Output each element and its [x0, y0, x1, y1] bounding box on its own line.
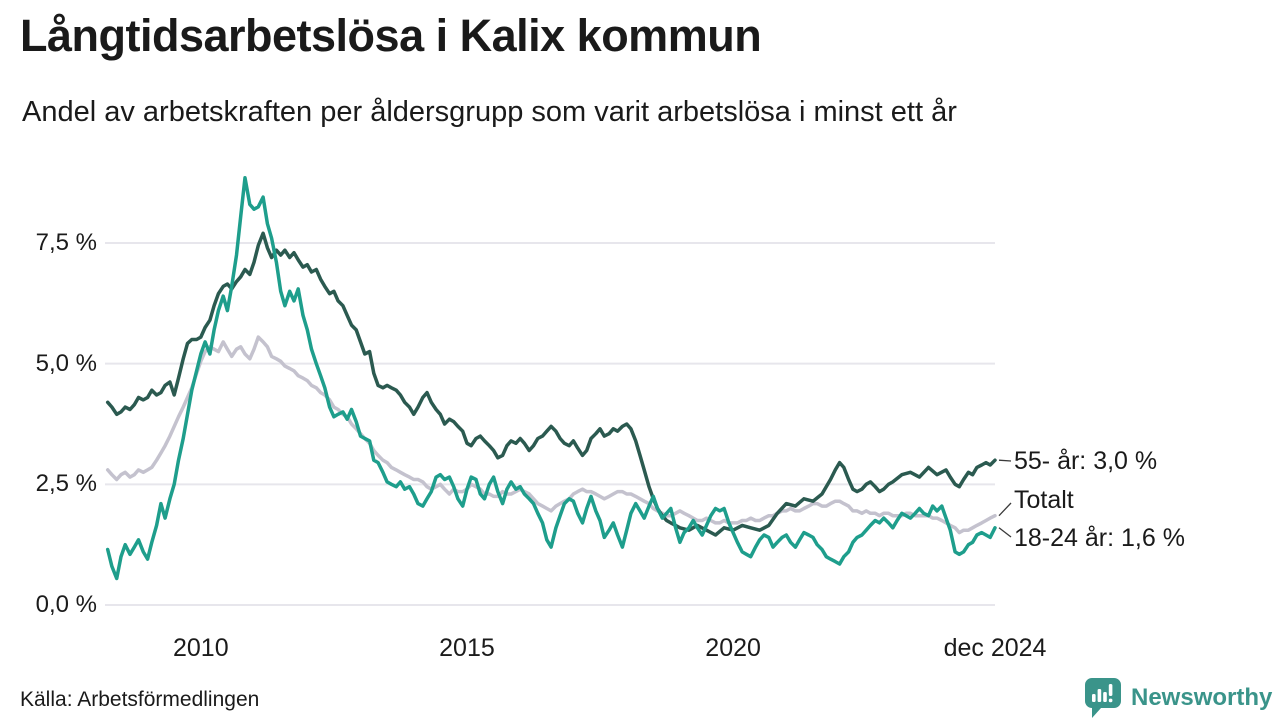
newsworthy-chart-bubble-icon	[1085, 678, 1121, 718]
connector-line	[998, 527, 1012, 538]
y-tick-label: 2,5 %	[35, 470, 97, 498]
x-tick-label: dec 2024	[943, 634, 1047, 662]
series-label-total: Totalt	[1014, 486, 1074, 514]
chart-subtitle: Andel av arbetskraften per åldersgrupp s…	[22, 96, 957, 128]
y-tick-label: 0,0 %	[35, 591, 97, 618]
series-label-55-plus: 55- år: 3,0 %	[1014, 447, 1158, 475]
newsworthy-logo: Newsworthy	[1083, 677, 1272, 719]
y-tick-label: 7,5 %	[35, 229, 97, 256]
newsworthy-wordmark: Newsworthy	[1131, 684, 1273, 711]
series-line-18-24-r	[105, 176, 997, 581]
page-title: Långtidsarbetslösa i Kalix kommun	[20, 10, 762, 61]
x-tick-label: 2015	[439, 634, 495, 662]
connector-line	[998, 502, 1012, 517]
series-paths	[105, 176, 997, 581]
series-label-18-24: 18-24 år: 1,6 %	[1014, 524, 1185, 552]
series-line-Totalt	[105, 335, 997, 535]
source-attribution: Källa: Arbetsförmedlingen	[20, 688, 260, 711]
y-tick-label: 5,0 %	[35, 349, 97, 377]
connector-line	[998, 459, 1012, 462]
series-line-55-r	[105, 231, 997, 537]
x-tick-label: 2010	[173, 634, 229, 662]
x-tick-label: 2020	[705, 634, 761, 662]
label-connector-lines	[998, 459, 1012, 538]
gridlines	[105, 242, 995, 606]
